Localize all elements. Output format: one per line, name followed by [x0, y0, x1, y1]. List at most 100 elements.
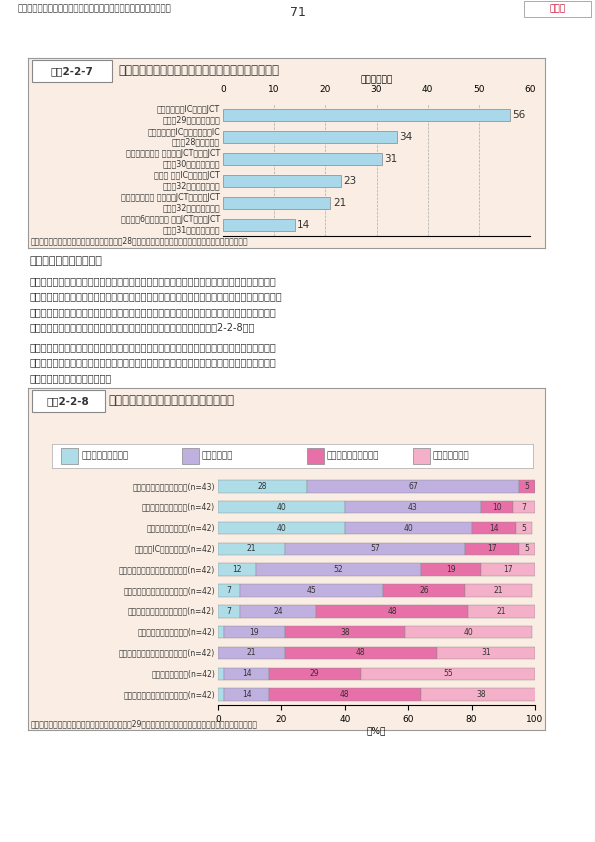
Text: なっており、これを念頭に郊外住宅地の近くや通勤利便性の高い駅に近いこと等も重要な要因: なっており、これを念頭に郊外住宅地の近くや通勤利便性の高い駅に近いこと等も重要な…: [30, 358, 277, 367]
Bar: [307, 448, 324, 465]
Text: 31: 31: [481, 648, 491, 658]
Text: 56: 56: [512, 110, 525, 120]
Text: 21: 21: [246, 648, 256, 658]
Text: 重視している: 重視している: [202, 451, 233, 461]
Text: 広い用地・施設が確保できること(n=42): 広い用地・施設が確保できること(n=42): [119, 565, 215, 574]
Bar: [405, 626, 532, 638]
Bar: [218, 480, 307, 493]
Bar: [218, 647, 284, 659]
Text: 38: 38: [340, 627, 350, 637]
Text: 40: 40: [277, 503, 286, 512]
Text: とても重視している: とても重視している: [82, 451, 129, 461]
Bar: [256, 563, 421, 576]
Text: 40: 40: [277, 524, 286, 532]
Text: 21: 21: [497, 607, 506, 616]
Text: 52: 52: [334, 565, 343, 574]
Text: 圏央道境古河IC〜つくば中央IC
（平成28年度開通）: 圏央道境古河IC〜つくば中央IC （平成28年度開通）: [148, 127, 220, 147]
Bar: [481, 563, 535, 576]
Text: 21: 21: [333, 198, 346, 208]
Bar: [223, 197, 330, 209]
Text: 5: 5: [521, 524, 527, 532]
Text: 29: 29: [310, 669, 320, 679]
Bar: [307, 480, 519, 493]
Bar: [468, 605, 535, 617]
Text: 17: 17: [487, 545, 497, 553]
Text: 消費地へのアクセス(n=42): 消費地へのアクセス(n=42): [146, 524, 215, 532]
Text: 23: 23: [343, 176, 356, 186]
Text: 31: 31: [384, 154, 397, 164]
Bar: [223, 175, 341, 187]
Bar: [224, 689, 269, 701]
Text: 19: 19: [446, 565, 456, 574]
Text: 14: 14: [242, 690, 251, 699]
Text: 38: 38: [477, 690, 486, 699]
Bar: [383, 584, 465, 597]
Text: 成長分野による新たな土地需要を踏まえた土地・不動産の戦略活用: 成長分野による新たな土地需要を踏まえた土地・不動産の戦略活用: [18, 4, 171, 13]
Bar: [317, 605, 468, 617]
Text: 図表2-2-7: 図表2-2-7: [51, 66, 93, 76]
Bar: [61, 448, 79, 465]
Text: 第２章: 第２章: [549, 4, 566, 13]
Text: 資料：（株）三井住友トラスト基礎研究所「平成29年「物流不動産の活用戦略に関するアンケート調査」」: 資料：（株）三井住友トラスト基礎研究所「平成29年「物流不動産の活用戦略に関する…: [31, 719, 258, 728]
Text: 7: 7: [227, 586, 231, 595]
Bar: [345, 501, 481, 514]
Text: 高速道路ICへのアクセス(n=42): 高速道路ICへのアクセス(n=42): [134, 545, 215, 553]
Text: 34: 34: [399, 132, 413, 142]
Text: 7: 7: [227, 607, 231, 616]
Text: 48: 48: [340, 690, 350, 699]
X-axis label: （%）: （%）: [367, 727, 386, 736]
Text: 57: 57: [370, 545, 380, 553]
Bar: [519, 542, 535, 555]
Bar: [223, 131, 397, 143]
Text: あまり重視していない: あまり重視していない: [327, 451, 380, 461]
Bar: [472, 522, 516, 535]
Bar: [223, 153, 381, 165]
Text: 14: 14: [297, 220, 311, 230]
Text: 21: 21: [494, 586, 503, 595]
Text: 28: 28: [258, 482, 267, 491]
Text: 鉄道旅客駅へのアクセス(n=42): 鉄道旅客駅へのアクセス(n=42): [137, 627, 215, 637]
Text: 14: 14: [242, 669, 251, 679]
Text: 55: 55: [443, 669, 453, 679]
Bar: [223, 109, 509, 121]
Bar: [421, 563, 481, 576]
Text: 12: 12: [232, 565, 242, 574]
Bar: [218, 501, 345, 514]
Bar: [361, 668, 535, 680]
Bar: [181, 448, 199, 465]
Text: 土地に関する動向: 土地に関する動向: [579, 429, 589, 476]
Text: 19: 19: [250, 627, 259, 637]
Bar: [218, 668, 224, 680]
Bar: [218, 542, 284, 555]
Text: 7: 7: [521, 503, 527, 512]
Bar: [421, 689, 541, 701]
Text: 物流施設関係者へのヒアリングによれば、近年は物流施設内の従業員の確保が重要な問題と: 物流施設関係者へのヒアリングによれば、近年は物流施設内の従業員の確保が重要な問題…: [30, 342, 277, 352]
Text: 24: 24: [274, 607, 283, 616]
Text: 流通団地内に立地していること(n=42): 流通団地内に立地していること(n=42): [123, 690, 215, 699]
Bar: [284, 647, 437, 659]
X-axis label: （回答者数）: （回答者数）: [361, 76, 393, 84]
Bar: [218, 626, 224, 638]
Text: となっているとのことである。: となっているとのことである。: [30, 373, 112, 383]
Text: 21: 21: [246, 545, 256, 553]
Text: 拠点へのアクセス、消費地へのアクセス、主要幹線道路へのアクセスを「とても重視している」: 拠点へのアクセス、消費地へのアクセス、主要幹線道路へのアクセスを「とても重視して…: [30, 291, 283, 301]
Bar: [465, 584, 532, 597]
Text: 71: 71: [290, 6, 305, 19]
Text: 40: 40: [403, 524, 413, 532]
Text: 48: 48: [387, 607, 397, 616]
Bar: [413, 448, 430, 465]
Text: 48: 48: [356, 648, 365, 658]
Text: 10: 10: [492, 503, 502, 512]
Bar: [284, 542, 465, 555]
Text: 45: 45: [306, 586, 317, 595]
Bar: [223, 219, 295, 231]
Bar: [224, 668, 269, 680]
Text: 鉄道コンテナ駅へのアクセス(n=42): 鉄道コンテナ駅へのアクセス(n=42): [128, 607, 215, 616]
Text: 重視していない: 重視していない: [433, 451, 469, 461]
Bar: [269, 668, 361, 680]
Text: 事業者の割合が高い。このほか、「重視している」を含めると、高速道路ＩＣへのアクセス、: 事業者の割合が高い。このほか、「重視している」を含めると、高速道路ＩＣへのアクセ…: [30, 307, 277, 317]
Bar: [437, 647, 535, 659]
Text: 17: 17: [503, 565, 513, 574]
Bar: [218, 584, 240, 597]
Text: 14: 14: [489, 524, 499, 532]
